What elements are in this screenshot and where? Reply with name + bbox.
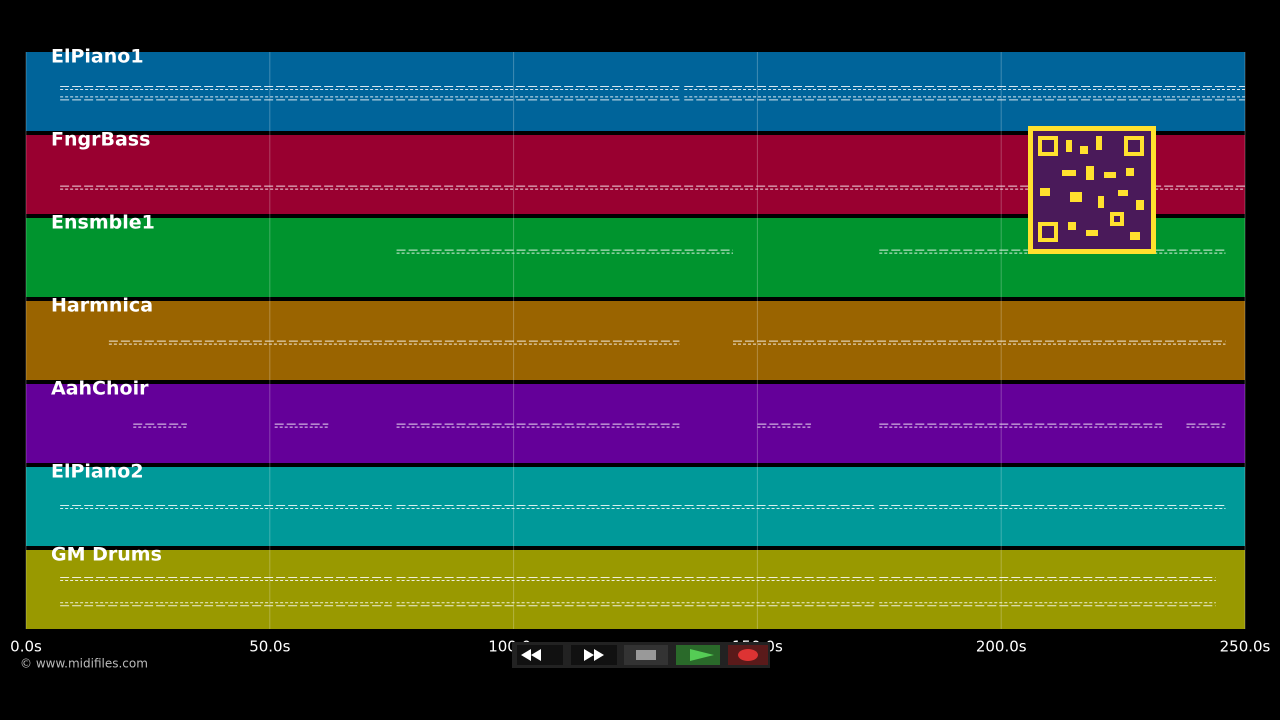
rewind-button[interactable] [517, 645, 563, 665]
x-tick-label: 200.0s [976, 638, 1027, 656]
note-segment [733, 86, 1167, 101]
note-segment [396, 249, 734, 254]
track-lane [26, 550, 1245, 629]
track-lane [26, 52, 1245, 131]
track-name: Ensmble1 [51, 212, 155, 234]
note-segment [879, 505, 1226, 509]
note-segment [1186, 423, 1226, 428]
note-segment [879, 423, 1163, 428]
track-lane [26, 301, 1245, 380]
track-name: Harmnica [51, 295, 153, 317]
note-segment [60, 505, 392, 509]
x-tick-label: 250.0s [1220, 638, 1271, 656]
stop-button[interactable] [624, 645, 668, 665]
note-segment [396, 505, 875, 509]
credit: © www.midifiles.com [20, 657, 148, 671]
note-segment [757, 423, 812, 428]
note-segment [396, 576, 875, 607]
track-lane [26, 384, 1245, 463]
transport-controls [512, 642, 770, 668]
track-name: ElPiano2 [51, 461, 144, 483]
note-segment [879, 576, 1216, 607]
note-segment [108, 340, 680, 345]
forward-button[interactable] [571, 645, 617, 665]
note-segment [396, 423, 680, 428]
x-tick-label: 50.0s [249, 638, 290, 656]
labels: ElPiano1 FngrBass Ensmble1 Harmnica AahChoir… [10, 46, 1270, 656]
track-name: ElPiano1 [51, 46, 144, 68]
note-segment [684, 86, 734, 101]
grid [25, 52, 1246, 629]
track-name: AahChoir [51, 378, 149, 400]
note-segment [60, 86, 680, 101]
note-segment [1166, 86, 1245, 101]
play-button[interactable] [676, 645, 720, 665]
x-tick-label: 0.0s [10, 638, 42, 656]
note-segment [60, 576, 392, 607]
note-segment [733, 340, 1226, 345]
note-segment [274, 423, 329, 428]
qr-code [1028, 126, 1156, 254]
track-lane [26, 467, 1245, 546]
record-button[interactable] [728, 645, 768, 665]
track-name: GM Drums [51, 544, 162, 566]
note-segment [133, 423, 187, 428]
track-name: FngrBass [51, 129, 150, 151]
